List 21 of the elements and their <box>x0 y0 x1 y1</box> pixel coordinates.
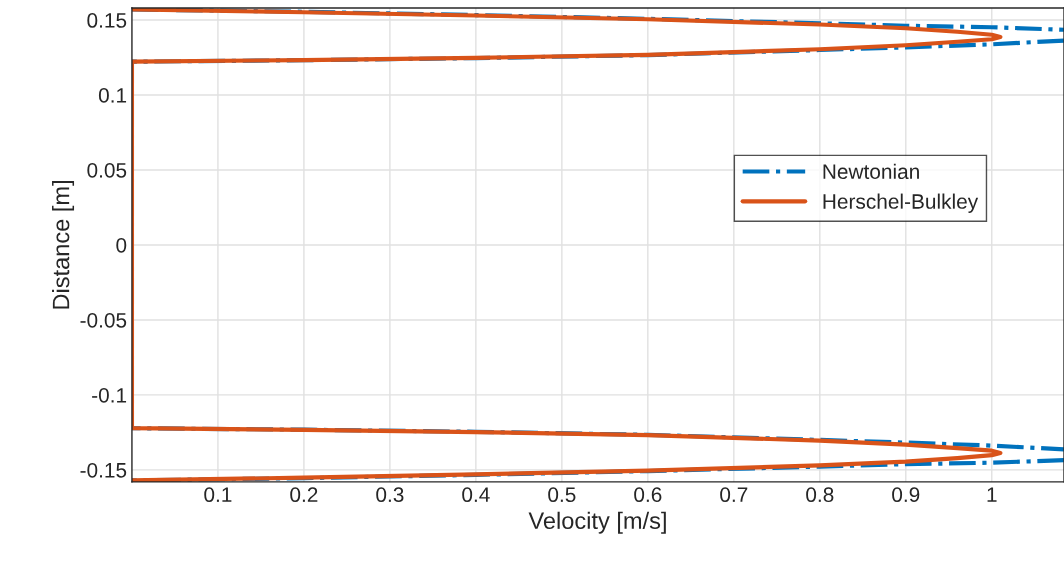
y-tick-label: 0.15 <box>87 13 127 28</box>
y-tick-label: 0.05 <box>87 162 127 178</box>
x-tick-label: 0.6 <box>634 487 662 503</box>
y-tick-label: -0.05 <box>80 312 127 328</box>
x-tick-label: 0.1 <box>204 487 232 503</box>
legend-label: Newtonian <box>823 163 919 180</box>
y-tick-label: 0 <box>116 237 127 253</box>
y-tick-label: -0.15 <box>80 462 127 478</box>
x-tick-label: 0.5 <box>548 487 576 503</box>
x-tick-label: 0.4 <box>462 487 490 503</box>
x-tick-label: 0.7 <box>720 487 748 503</box>
x-tick-label: 0.3 <box>376 487 404 503</box>
x-tick-label: 0.2 <box>290 487 318 503</box>
legend-label: Herschel-Bulkley <box>823 193 979 213</box>
x-tick-label: 0.8 <box>806 487 834 503</box>
x-tick-label: 1 <box>987 487 997 502</box>
y-axis-title: Distance [m] <box>52 181 75 309</box>
x-tick-label: 0.9 <box>892 487 920 503</box>
x-axis-title: Velocity [m/s] <box>528 511 666 534</box>
y-tick-label: 0.1 <box>98 88 127 103</box>
y-tick-label: -0.1 <box>92 387 127 403</box>
